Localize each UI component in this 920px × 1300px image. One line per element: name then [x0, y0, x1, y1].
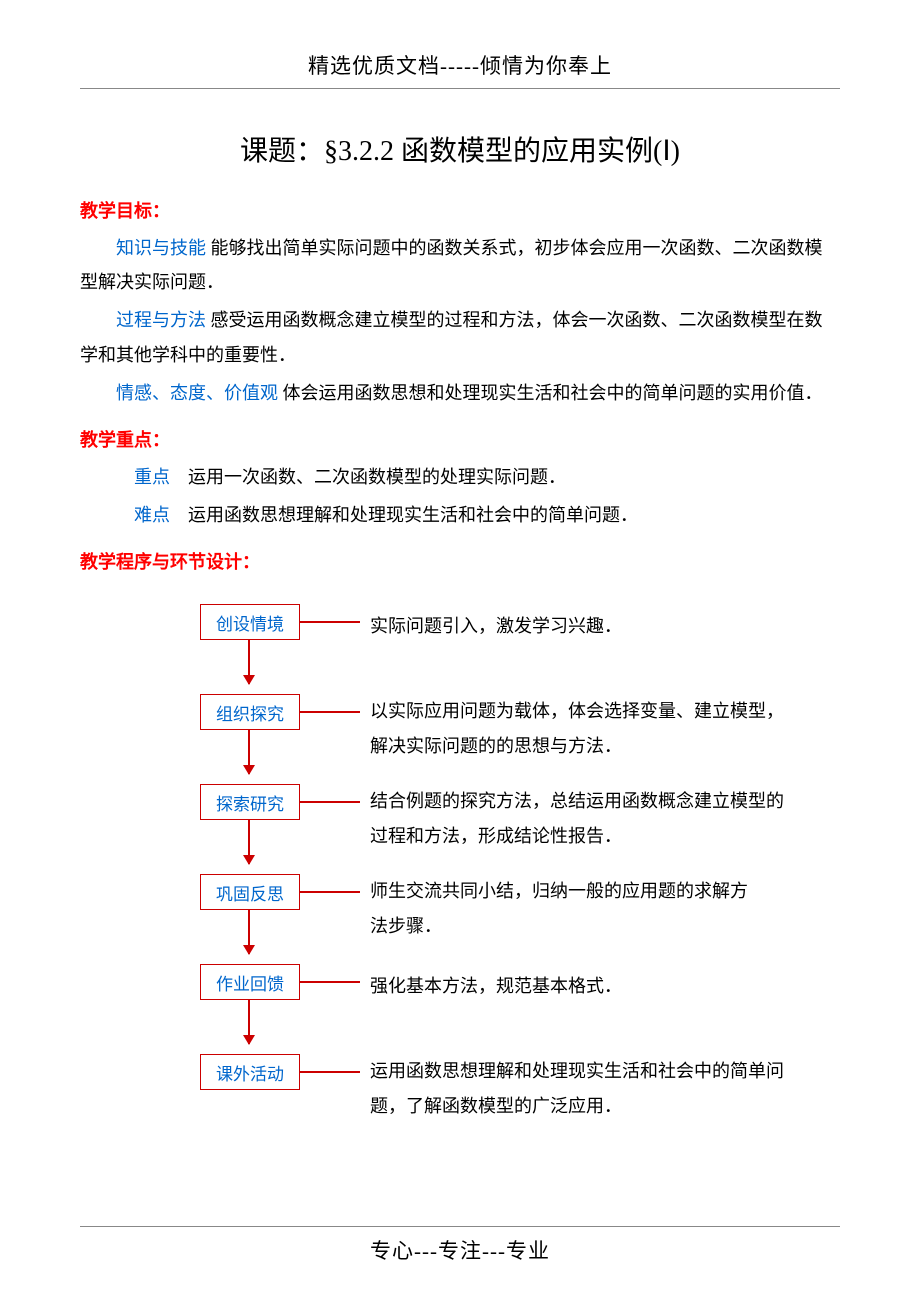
- objective-label-2: 过程与方法: [116, 310, 206, 330]
- flow-desc-1: 实际问题引入，激发学习兴趣．: [370, 609, 800, 643]
- flow-connector-2: [300, 711, 360, 713]
- objective-item-1: 知识与技能 能够找出简单实际问题中的函数关系式，初步体会应用一次函数、二次函数模…: [80, 231, 840, 299]
- flow-node-4: 巩固反思: [200, 874, 300, 910]
- objective-text-3: 体会运用函数思想和处理现实生活和社会中的简单问题的实用价值．: [278, 383, 823, 403]
- focus-text-1: 运用一次函数、二次函数模型的处理实际问题．: [170, 467, 566, 487]
- focus-heading: 教学重点：: [80, 426, 840, 452]
- focus-label-2: 难点: [134, 505, 170, 525]
- flow-connector-1: [300, 621, 360, 623]
- flow-arrow-4: [248, 910, 250, 954]
- flow-connector-5: [300, 981, 360, 983]
- flow-desc-4: 师生交流共同小结，归纳一般的应用题的求解方法步骤．: [370, 874, 750, 942]
- flow-arrow-3: [248, 820, 250, 864]
- header-underline: [80, 88, 840, 89]
- flow-connector-6: [300, 1071, 360, 1073]
- footer-underline: [80, 1226, 840, 1227]
- flow-arrow-5: [248, 1000, 250, 1044]
- flow-connector-4: [300, 891, 360, 893]
- flow-node-3: 探索研究: [200, 784, 300, 820]
- flow-connector-3: [300, 801, 360, 803]
- flow-desc-3: 结合例题的探究方法，总结运用函数概念建立模型的过程和方法，形成结论性报告．: [370, 784, 800, 852]
- flow-node-2: 组织探究: [200, 694, 300, 730]
- flowchart: 创设情境 实际问题引入，激发学习兴趣． 组织探究 以实际应用问题为载体，体会选择…: [200, 604, 840, 1204]
- focus-label-1: 重点: [134, 467, 170, 487]
- flow-desc-6: 运用函数思想理解和处理现实生活和社会中的简单问题，了解函数模型的广泛应用．: [370, 1054, 800, 1122]
- flow-arrow-1: [248, 640, 250, 684]
- flow-node-5: 作业回馈: [200, 964, 300, 1000]
- procedure-heading: 教学程序与环节设计：: [80, 548, 840, 574]
- document-title: 课题：§3.2.2 函数模型的应用实例(Ⅰ): [80, 129, 840, 169]
- page-header: 精选优质文档-----倾情为你奉上: [80, 50, 840, 80]
- objective-item-3: 情感、态度、价值观 体会运用函数思想和处理现实生活和社会中的简单问题的实用价值．: [80, 376, 840, 410]
- objective-item-2: 过程与方法 感受运用函数概念建立模型的过程和方法，体会一次函数、二次函数模型在数…: [80, 303, 840, 371]
- flow-desc-5: 强化基本方法，规范基本格式．: [370, 969, 800, 1003]
- footer-text: 专心---专注---专业: [0, 1235, 920, 1265]
- page-footer: 专心---专注---专业: [0, 1226, 920, 1265]
- objective-label-1: 知识与技能: [116, 238, 206, 258]
- focus-item-2: 难点 运用函数思想理解和处理现实生活和社会中的简单问题．: [80, 498, 840, 532]
- flow-node-1: 创设情境: [200, 604, 300, 640]
- objective-label-3: 情感、态度、价值观: [116, 383, 278, 403]
- flow-node-6: 课外活动: [200, 1054, 300, 1090]
- focus-text-2: 运用函数思想理解和处理现实生活和社会中的简单问题．: [170, 505, 638, 525]
- objectives-heading: 教学目标：: [80, 197, 840, 223]
- focus-item-1: 重点 运用一次函数、二次函数模型的处理实际问题．: [80, 460, 840, 494]
- flow-desc-2: 以实际应用问题为载体，体会选择变量、建立模型，解决实际问题的的思想与方法．: [370, 694, 800, 762]
- flow-arrow-2: [248, 730, 250, 774]
- header-text: 精选优质文档-----倾情为你奉上: [80, 50, 840, 80]
